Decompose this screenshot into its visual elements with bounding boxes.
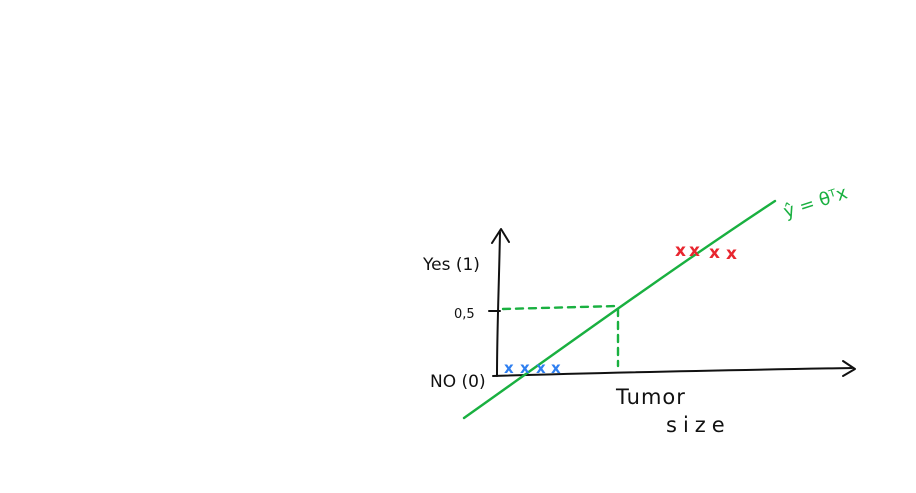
positive-sample-mark: x	[675, 241, 686, 261]
x-axis-label-line1: Tumor	[615, 385, 686, 409]
positive-sample-mark: x	[726, 244, 737, 264]
x-axis-label-line2: size	[666, 413, 731, 437]
x-axis	[492, 367, 853, 377]
label-yes: Yes (1)	[422, 255, 480, 275]
positive-sample-mark: x	[689, 241, 700, 261]
y-axis-arrow-icon	[491, 228, 510, 244]
label-no: NO (0)	[430, 372, 486, 392]
threshold-horizontal-dash	[501, 304, 620, 311]
positive-sample-mark: x	[709, 243, 720, 263]
y-axis	[496, 231, 501, 377]
negative-sample-mark: x	[551, 359, 561, 377]
negative-sample-mark: x	[536, 359, 546, 377]
negative-sample-mark: x	[520, 359, 530, 377]
x-axis-arrow-icon	[842, 360, 856, 377]
fit-line	[462, 199, 777, 420]
negative-sample-mark: x	[504, 359, 514, 377]
hypothesis-label: ŷ = θᵀx	[781, 182, 850, 222]
label-half: 0,5	[454, 307, 475, 322]
